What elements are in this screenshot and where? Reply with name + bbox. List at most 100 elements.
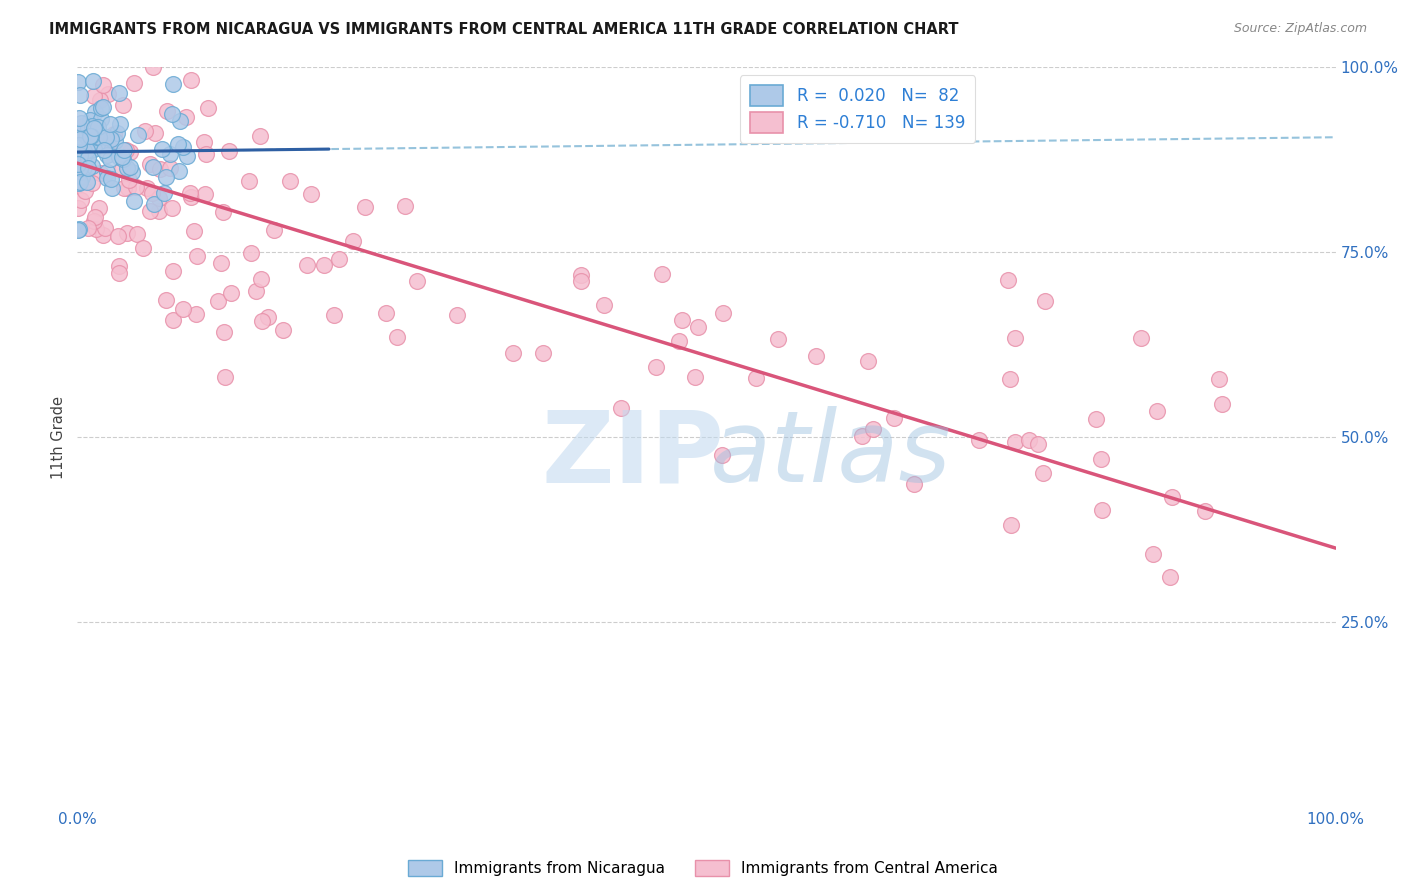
Point bbox=[117, 181, 139, 195]
Point bbox=[80, 141, 103, 155]
Point bbox=[194, 146, 217, 161]
Point bbox=[245, 284, 267, 298]
Point bbox=[112, 152, 135, 166]
Point bbox=[160, 201, 183, 215]
Point bbox=[1194, 504, 1216, 518]
Point bbox=[76, 120, 98, 135]
Point bbox=[83, 214, 105, 228]
Point bbox=[67, 160, 90, 174]
Point bbox=[79, 128, 101, 143]
Point bbox=[69, 115, 91, 129]
Point bbox=[169, 164, 191, 178]
Point bbox=[211, 205, 233, 219]
Point bbox=[1090, 452, 1112, 467]
Point bbox=[179, 186, 201, 200]
Point bbox=[86, 130, 108, 145]
Point bbox=[96, 171, 118, 186]
Point bbox=[82, 74, 104, 88]
Text: IMMIGRANTS FROM NICARAGUA VS IMMIGRANTS FROM CENTRAL AMERICA 11TH GRADE CORRELAT: IMMIGRANTS FROM NICARAGUA VS IMMIGRANTS … bbox=[49, 22, 959, 37]
Point bbox=[97, 87, 120, 102]
Point bbox=[1161, 490, 1184, 504]
Point bbox=[122, 76, 145, 90]
Point bbox=[69, 194, 91, 208]
Point bbox=[84, 210, 107, 224]
Point bbox=[73, 156, 96, 170]
Point bbox=[91, 78, 114, 92]
Point bbox=[82, 159, 104, 173]
Point bbox=[155, 293, 177, 307]
Point bbox=[115, 161, 138, 175]
Point bbox=[174, 110, 197, 124]
Point bbox=[385, 329, 408, 343]
Point bbox=[446, 308, 468, 322]
Point bbox=[250, 272, 273, 286]
Point bbox=[883, 411, 905, 425]
Point bbox=[172, 140, 194, 154]
Point bbox=[141, 60, 163, 74]
Point bbox=[328, 252, 350, 266]
Point bbox=[172, 302, 194, 317]
Point bbox=[112, 143, 135, 157]
Point bbox=[1159, 570, 1181, 584]
Point bbox=[169, 114, 191, 128]
Point bbox=[148, 191, 170, 205]
Point bbox=[111, 162, 134, 177]
Point bbox=[1032, 466, 1054, 480]
Point bbox=[851, 429, 873, 443]
Point bbox=[69, 161, 91, 175]
Point bbox=[96, 165, 118, 179]
Point bbox=[162, 264, 184, 278]
Point bbox=[79, 113, 101, 128]
Point bbox=[162, 77, 184, 91]
Point bbox=[1091, 503, 1114, 517]
Point bbox=[80, 128, 103, 143]
Point bbox=[135, 181, 157, 195]
Point bbox=[152, 186, 174, 201]
Point bbox=[105, 126, 128, 140]
Point bbox=[82, 123, 104, 137]
Point bbox=[148, 204, 170, 219]
Point bbox=[263, 223, 285, 237]
Point bbox=[141, 186, 163, 200]
Point bbox=[671, 313, 693, 327]
Point bbox=[94, 130, 117, 145]
Point bbox=[69, 132, 91, 146]
Point bbox=[250, 314, 273, 328]
Point bbox=[87, 201, 110, 215]
Point bbox=[98, 153, 121, 167]
Point bbox=[142, 197, 165, 211]
Point bbox=[83, 105, 105, 120]
Point bbox=[155, 169, 177, 184]
Point bbox=[83, 142, 105, 156]
Point bbox=[67, 176, 90, 190]
Point bbox=[998, 372, 1021, 386]
Point bbox=[69, 175, 91, 189]
Point bbox=[299, 186, 322, 201]
Point bbox=[1211, 397, 1233, 411]
Point bbox=[374, 306, 396, 320]
Point bbox=[1033, 293, 1056, 308]
Point bbox=[1146, 404, 1168, 418]
Point bbox=[176, 148, 198, 162]
Point bbox=[219, 285, 242, 300]
Point bbox=[77, 221, 100, 235]
Point bbox=[159, 146, 181, 161]
Point bbox=[86, 120, 108, 135]
Point bbox=[72, 144, 94, 158]
Point bbox=[139, 204, 162, 219]
Point bbox=[186, 307, 208, 321]
Point bbox=[94, 221, 117, 235]
Point bbox=[100, 132, 122, 146]
Point bbox=[271, 323, 294, 337]
Point bbox=[73, 151, 96, 165]
Point bbox=[73, 163, 96, 178]
Point bbox=[711, 306, 734, 320]
Point bbox=[209, 256, 232, 270]
Point bbox=[1026, 436, 1049, 450]
Point bbox=[502, 346, 524, 360]
Point bbox=[1208, 372, 1230, 386]
Point bbox=[84, 222, 107, 236]
Point bbox=[651, 267, 673, 281]
Point bbox=[342, 234, 364, 248]
Point bbox=[214, 370, 236, 384]
